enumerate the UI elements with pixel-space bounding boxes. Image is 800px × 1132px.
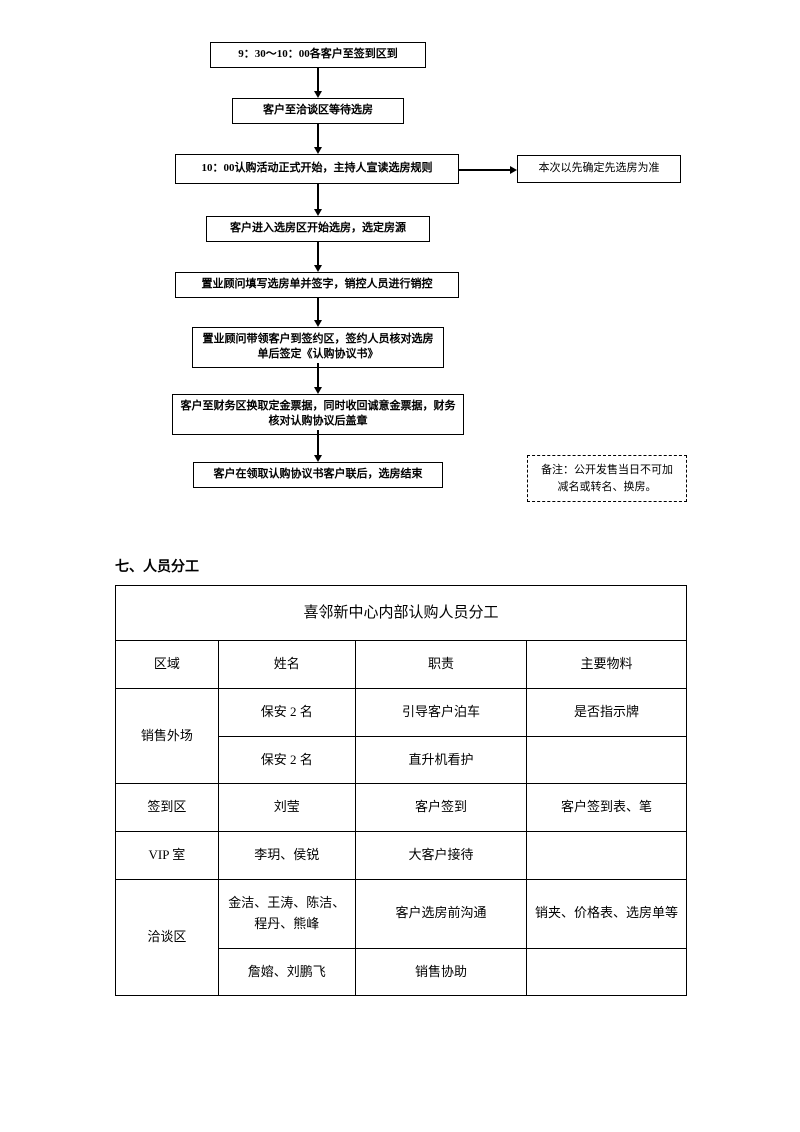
arrow-line: [317, 124, 319, 148]
col-area: 区域: [116, 641, 219, 689]
cell-name: 保安 2 名: [218, 736, 355, 784]
table-row: 签到区刘莹客户签到客户签到表、笔: [116, 784, 687, 832]
cell-duty: 引导客户泊车: [355, 688, 526, 736]
cell-name: 刘莹: [218, 784, 355, 832]
cell-duty: 大客户接待: [355, 832, 526, 880]
cell-duty: 销售协助: [355, 948, 526, 996]
cell-name: 詹嫆、刘鹏飞: [218, 948, 355, 996]
section-title: 七、人员分工: [115, 556, 199, 576]
flow-node: 客户在领取认购协议书客户联后，选房结束: [193, 462, 443, 488]
arrow-line: [317, 363, 319, 388]
arrow-line: [317, 298, 319, 321]
table-row: 洽谈区金洁、王涛、陈洁、程丹、熊峰客户选房前沟通销夹、价格表、选房单等: [116, 879, 687, 948]
flow-node: 置业顾问填写选房单并签字，销控人员进行销控: [175, 272, 459, 298]
flow-node: 9：30～10：00各客户至签到区到: [210, 42, 426, 68]
arrowhead-icon: [510, 166, 517, 174]
table-header-row: 区域 姓名 职责 主要物料: [116, 641, 687, 689]
arrowhead-icon: [314, 91, 322, 98]
flow-node: 客户至洽谈区等待选房: [232, 98, 404, 124]
arrow-line: [317, 242, 319, 266]
cell-duty: 客户签到: [355, 784, 526, 832]
col-name: 姓名: [218, 641, 355, 689]
cell-material: 销夹、价格表、选房单等: [527, 879, 687, 948]
cell-name: 金洁、王涛、陈洁、程丹、熊峰: [218, 879, 355, 948]
arrowhead-icon: [314, 320, 322, 327]
table-title: 喜邻新中心内部认购人员分工: [116, 586, 687, 641]
flowchart: 9：30～10：00各客户至签到区到客户至洽谈区等待选房 10：00认购活动正式开…: [0, 0, 800, 510]
arrow-line: [317, 68, 319, 92]
arrowhead-icon: [314, 209, 322, 216]
cell-area: 签到区: [116, 784, 219, 832]
cell-name: 保安 2 名: [218, 688, 355, 736]
staff-table: 喜邻新中心内部认购人员分工 区域 姓名 职责 主要物料 销售外场保安 2 名引导…: [115, 585, 687, 996]
cell-name: 李玥、侯锐: [218, 832, 355, 880]
cell-area: VIP 室: [116, 832, 219, 880]
col-duty: 职责: [355, 641, 526, 689]
col-material: 主要物料: [527, 641, 687, 689]
cell-material: 是否指示牌: [527, 688, 687, 736]
flow-node: 置业顾问带领客户到签约区，签约人员核对选房单后签定《认购协议书》: [192, 327, 444, 368]
cell-material: [527, 948, 687, 996]
table-row: 销售外场保安 2 名引导客户泊车是否指示牌: [116, 688, 687, 736]
arrowhead-icon: [314, 455, 322, 462]
flow-node: 客户至财务区换取定金票据，同时收回诚意金票据，财务核对认购协议后盖章: [172, 394, 464, 435]
arrowhead-icon: [314, 387, 322, 394]
flow-node: 10：00认购活动正式开始，主持人宣读选房规则: [175, 154, 459, 184]
cell-material: [527, 736, 687, 784]
table-row: VIP 室李玥、侯锐大客户接待: [116, 832, 687, 880]
arrow-line: [317, 430, 319, 456]
flow-node: 客户进入选房区开始选房，选定房源: [206, 216, 430, 242]
arrowhead-icon: [314, 265, 322, 272]
cell-area: 洽谈区: [116, 879, 219, 995]
flow-note: 备注：公开发售当日不可加减名或转名、换房。: [527, 455, 687, 502]
flow-side-node: 本次以先确定先选房为准: [517, 155, 681, 183]
cell-duty: 客户选房前沟通: [355, 879, 526, 948]
cell-area: 销售外场: [116, 688, 219, 784]
arrow-line: [317, 184, 319, 210]
staff-table-wrap: 喜邻新中心内部认购人员分工 区域 姓名 职责 主要物料 销售外场保安 2 名引导…: [115, 585, 687, 996]
cell-duty: 直升机看护: [355, 736, 526, 784]
cell-material: 客户签到表、笔: [527, 784, 687, 832]
arrow-line: [459, 169, 511, 171]
cell-material: [527, 832, 687, 880]
arrowhead-icon: [314, 147, 322, 154]
